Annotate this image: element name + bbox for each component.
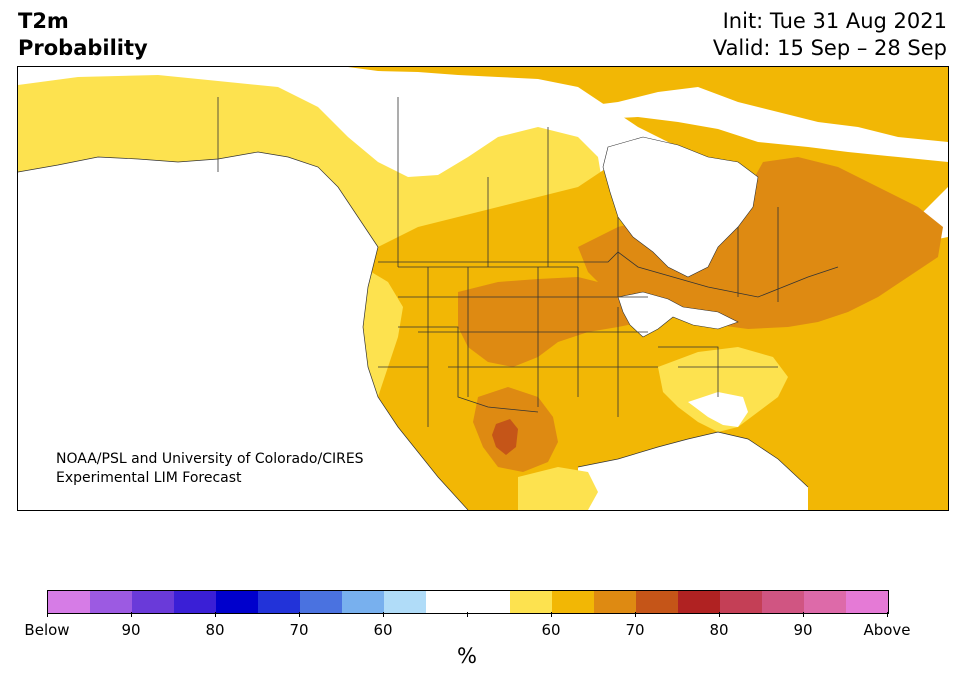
- colorbar-tick: [131, 612, 132, 617]
- colorbar-tick: [47, 612, 48, 617]
- colorbar-segment: [300, 591, 342, 613]
- colorbar-unit: %: [457, 644, 477, 668]
- colorbar-segment: [678, 591, 720, 613]
- colorbar-tick: [887, 612, 888, 617]
- probability-region-above-70-southwest: [492, 419, 518, 455]
- colorbar-tick-label: 80: [205, 621, 225, 639]
- colorbar-segment: [48, 591, 90, 613]
- colorbar-segment: [426, 591, 468, 613]
- great-lakes: [617, 291, 739, 338]
- coastlines: [18, 151, 809, 510]
- probability-region-above-65-central: [458, 277, 648, 367]
- colorbar-segment: [804, 591, 846, 613]
- colorbar-tick-label: Above: [863, 621, 911, 639]
- colorbar-tick: [719, 612, 720, 617]
- colorbar-tick-label: 70: [625, 621, 645, 639]
- colorbar-segment: [594, 591, 636, 613]
- colorbar-segment: [174, 591, 216, 613]
- colorbar-segment: [258, 591, 300, 613]
- map-canvas: [18, 67, 948, 510]
- colorbar-segment: [510, 591, 552, 613]
- colorbar-segment: [468, 591, 510, 613]
- hudson-bay: [602, 136, 759, 278]
- probability-region-above-65-east: [578, 157, 943, 329]
- credit-line-2: Experimental LIM Forecast: [56, 470, 242, 486]
- colorbar-segment: [720, 591, 762, 613]
- colorbar-tick-label: 90: [793, 621, 813, 639]
- arctic-water: [378, 67, 948, 162]
- map-credit: NOAA/PSL and University of Colorado/CIRE…: [56, 450, 364, 488]
- colorbar-segment: [90, 591, 132, 613]
- probability-region-above-55-southeast: [658, 347, 788, 432]
- colorbar-segment: [552, 591, 594, 613]
- colorbar-segment: [132, 591, 174, 613]
- variable-label: T2m: [18, 9, 69, 33]
- political-borders: [217, 97, 839, 427]
- colorbar-tick: [383, 612, 384, 617]
- colorbar-tick: [215, 612, 216, 617]
- colorbar-segment: [636, 591, 678, 613]
- gulf-of-mexico: [578, 432, 808, 510]
- colorbar-tick-center: [467, 612, 468, 617]
- colorbar-tick-label: Below: [24, 621, 70, 639]
- colorbar-tick-label: 60: [373, 621, 393, 639]
- colorbar-segment: [846, 591, 888, 613]
- product-label: Probability: [18, 36, 148, 60]
- colorbar-tick-label: 60: [541, 621, 561, 639]
- valid-period: Valid: 15 Sep – 28 Sep: [712, 36, 947, 60]
- colorbar-tick-label: 90: [121, 621, 141, 639]
- pacific-ocean: [18, 152, 468, 510]
- colorbar-segment: [384, 591, 426, 613]
- colorbar-tick: [299, 612, 300, 617]
- colorbar-segment: [342, 591, 384, 613]
- colorbar-segment: [762, 591, 804, 613]
- colorbar-tick: [635, 612, 636, 617]
- colorbar-tick-label: 80: [709, 621, 729, 639]
- probability-region-neutral-southeast: [688, 392, 748, 427]
- colorbar-tick: [803, 612, 804, 617]
- colorbar-tick-label: 70: [289, 621, 309, 639]
- credit-line-1: NOAA/PSL and University of Colorado/CIRE…: [56, 451, 364, 467]
- forecast-dates: Init: Tue 31 Aug 2021 Valid: 15 Sep – 28…: [713, 8, 947, 62]
- map-title: T2m Probability: [18, 8, 148, 62]
- init-date: Init: Tue 31 Aug 2021: [722, 9, 947, 33]
- forecast-map: NOAA/PSL and University of Colorado/CIRE…: [17, 66, 949, 511]
- colorbar-tick: [551, 612, 552, 617]
- colorbar-segment: [216, 591, 258, 613]
- probability-colorbar: [47, 590, 889, 614]
- mexico-south: [518, 467, 598, 510]
